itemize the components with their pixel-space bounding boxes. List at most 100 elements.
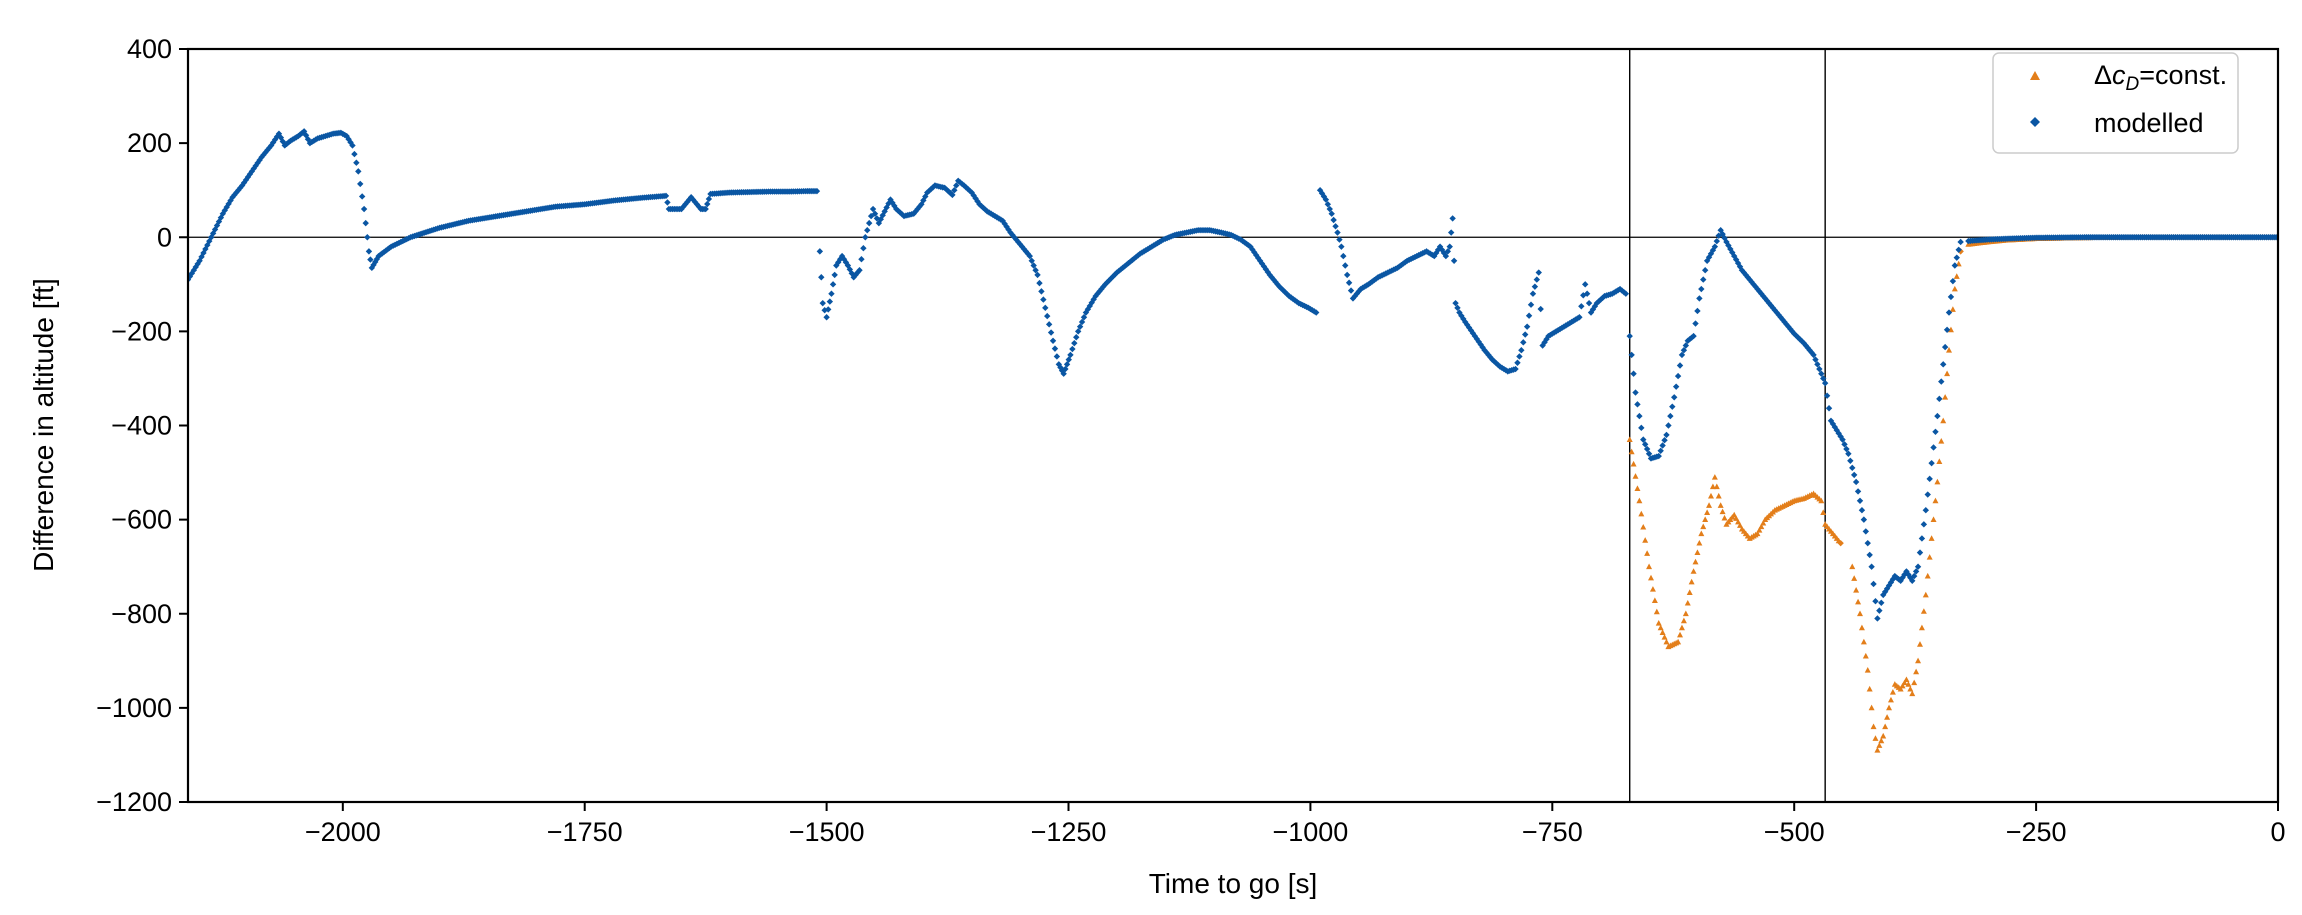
data-point [1645, 450, 1653, 457]
data-point [1287, 294, 1295, 301]
series-modelled [188, 128, 2278, 622]
data-point [1655, 452, 1662, 460]
data-point [1040, 296, 1047, 303]
x-tick-label: −250 [2006, 817, 2067, 847]
data-point [1737, 522, 1744, 528]
data-point [1953, 254, 1960, 261]
data-point [1723, 238, 1730, 246]
data-point [1709, 246, 1717, 254]
data-point [898, 211, 906, 218]
data-point [1920, 521, 1928, 528]
data-point [869, 205, 877, 213]
data-point [1820, 375, 1827, 382]
data-point [1812, 356, 1819, 363]
data-point [1686, 589, 1693, 595]
data-point [1853, 587, 1860, 593]
data-point [842, 259, 850, 266]
data-point [871, 210, 879, 217]
x-tick-label: −1000 [1272, 817, 1348, 847]
data-point [1582, 281, 1589, 288]
data-point [1953, 273, 1960, 279]
data-point [689, 196, 697, 203]
data-point [1001, 220, 1008, 227]
data-point [1698, 285, 1705, 293]
data-point [358, 193, 366, 200]
data-point [840, 256, 848, 263]
data-point [1856, 497, 1864, 504]
data-point [1648, 574, 1654, 581]
data-point [1725, 242, 1732, 249]
data-point [1845, 450, 1852, 457]
data-point [953, 182, 960, 189]
data-point [1253, 251, 1260, 259]
data-point [1462, 318, 1469, 326]
data-point [1340, 252, 1347, 260]
y-tick-label: −800 [111, 599, 172, 629]
data-point [1047, 329, 1055, 336]
data-point [1855, 598, 1862, 605]
data-point [1852, 478, 1860, 486]
data-point [1537, 305, 1544, 313]
data-point [1849, 464, 1856, 472]
data-point [1447, 229, 1455, 236]
data-point [1872, 735, 1879, 741]
data-point [1866, 685, 1873, 692]
data-point [225, 200, 232, 208]
data-point [1049, 337, 1057, 344]
data-point [304, 136, 312, 143]
data-point [1881, 588, 1889, 595]
data-point [1938, 437, 1945, 444]
data-point [1402, 258, 1409, 266]
data-point [1667, 412, 1674, 420]
data-point [1243, 240, 1250, 248]
data-point [1889, 576, 1897, 583]
data-point [1671, 394, 1678, 401]
data-point [1529, 290, 1537, 297]
data-point [1336, 236, 1343, 243]
data-point [1849, 563, 1856, 570]
data-point [1816, 365, 1823, 373]
data-point [1086, 302, 1093, 310]
data-point [1957, 238, 1964, 246]
data-point [1045, 321, 1053, 328]
data-point [1916, 641, 1923, 647]
data-point [1899, 682, 1906, 689]
legend-marker-modelled [2030, 117, 2040, 127]
data-point [1854, 488, 1862, 495]
data-point [1632, 389, 1639, 396]
data-point [1930, 444, 1937, 451]
data-point [1251, 249, 1258, 256]
data-point [1758, 523, 1765, 530]
data-point [1765, 299, 1773, 307]
data-point [1905, 681, 1912, 687]
data-point [1657, 624, 1664, 631]
data-point [1711, 243, 1719, 250]
data-point [1777, 314, 1784, 321]
data-point [1942, 394, 1949, 400]
data-point [1847, 457, 1854, 464]
data-point [1400, 260, 1407, 267]
data-point [1837, 539, 1844, 547]
data-point [1694, 549, 1701, 555]
data-point [1841, 441, 1848, 448]
data-point [1818, 497, 1825, 504]
data-point [1887, 696, 1894, 703]
legend-marker-const [2030, 71, 2040, 80]
data-point [1924, 572, 1931, 579]
plot-area [186, 47, 2280, 804]
data-point [1398, 261, 1405, 269]
data-point [1583, 290, 1591, 297]
series-layer [188, 128, 2278, 753]
legend-label-const-prefix: Δ [2094, 60, 2112, 90]
data-point [1731, 511, 1738, 518]
legend-box [1992, 52, 2239, 154]
data-point [1618, 287, 1626, 294]
data-point [1520, 339, 1527, 346]
data-point [1705, 254, 1713, 261]
data-point [1909, 690, 1916, 697]
data-point [1713, 483, 1720, 490]
data-point [1653, 608, 1660, 615]
data-point [691, 198, 699, 206]
data-point [1044, 312, 1051, 320]
data-point [1630, 370, 1637, 377]
